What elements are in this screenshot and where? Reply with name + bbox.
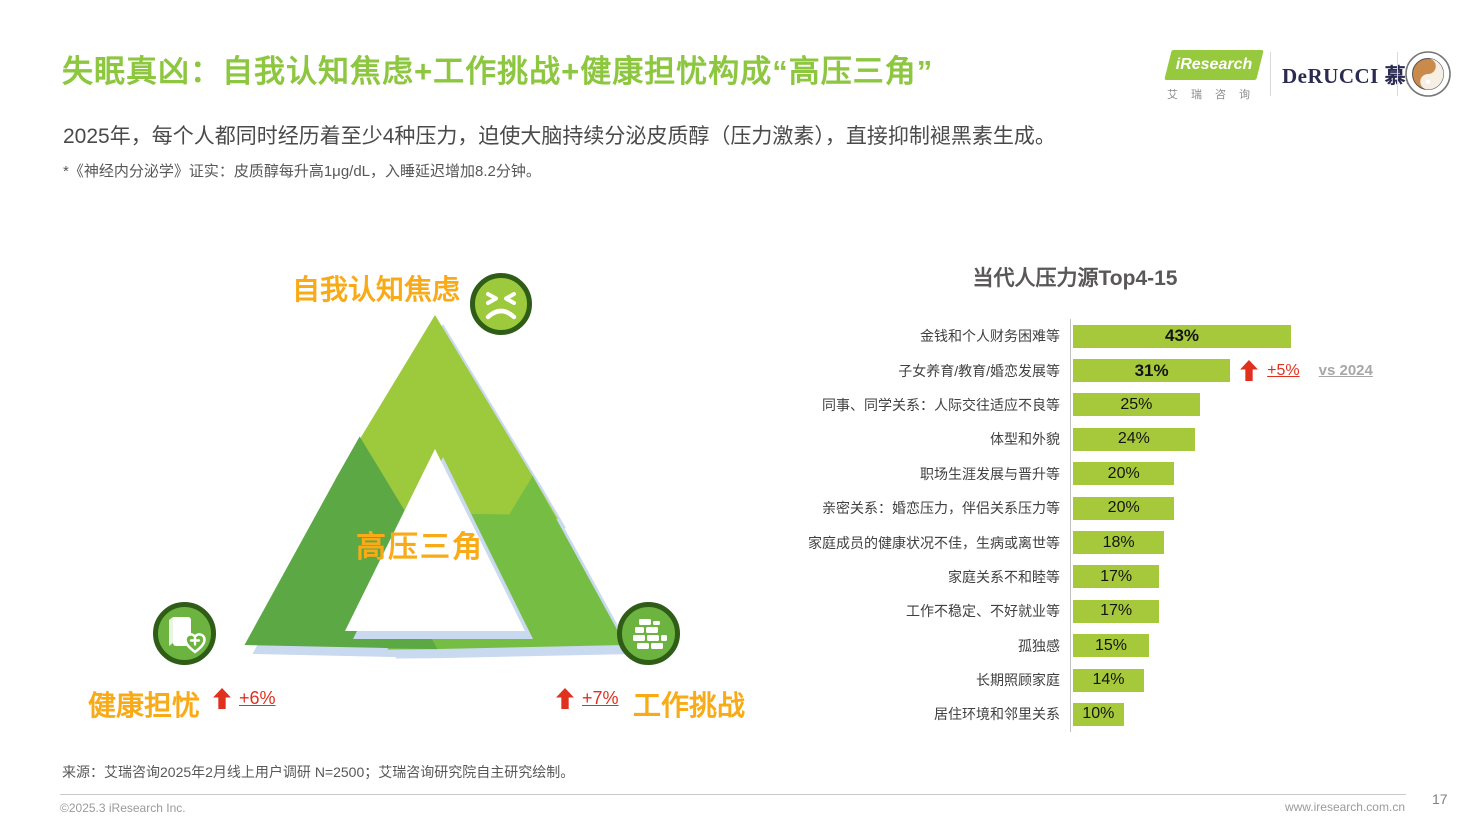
chart-row: 子女养育/教育/婚恋发展等 31% +5% vs 2024: [758, 353, 1458, 388]
health-trend: +6%: [213, 688, 276, 709]
work-trend-change: +7%: [582, 688, 619, 708]
iresearch-logo: iResearch: [1164, 50, 1264, 80]
chart-bar-value: 20%: [1107, 499, 1140, 517]
chart-bar-value: 20%: [1107, 464, 1140, 482]
chart-bar-area: 43%: [1070, 319, 1458, 354]
vertex-label-self-anxiety: 自我认知焦虑: [292, 274, 461, 305]
chart-bar: 20%: [1073, 496, 1175, 520]
high-pressure-triangle-diagram: [205, 315, 665, 662]
triangle-center-label: 高压三角: [356, 531, 484, 564]
chart-category-label: 长期照顾家庭: [976, 672, 1060, 689]
chart-category-label: 同事、同学关系：人际交往适应不良等: [822, 396, 1060, 413]
chart-bar-value: 24%: [1117, 430, 1150, 448]
footnote: *《神经内分泌学》证实：皮质醇每升高1μg/dL，入睡延迟增加8.2分钟。: [63, 163, 541, 180]
chart-category-label: 孤独感: [1018, 637, 1060, 654]
chart-bar: 15%: [1073, 634, 1150, 658]
chart-category-label: 居住环境和邻里关系: [934, 706, 1060, 723]
frown-face-icon: [470, 273, 532, 335]
chart-bar-area: 17%: [1070, 559, 1458, 595]
chart-bar: 43%: [1073, 324, 1291, 348]
chart-bar-value: 25%: [1120, 395, 1153, 413]
chart-category-label: 体型和外貌: [990, 431, 1060, 448]
chart-row: 长期照顾家庭 14%: [758, 662, 1458, 698]
chart-category-label: 子女养育/教育/婚恋发展等: [898, 362, 1060, 379]
subtitle: 2025年，每个人都同时经历着至少4种压力，迫使大脑持续分泌皮质醇（压力激素），…: [63, 125, 1056, 148]
chart-title: 当代人压力源Top4-15: [972, 267, 1178, 290]
chart-bar-area: 31% +5% vs 2024: [1070, 353, 1458, 388]
health-book-icon: [153, 602, 216, 665]
chart-bar-value: 17%: [1100, 567, 1133, 585]
chart-bar: 14%: [1073, 668, 1144, 692]
logo-divider: [1270, 52, 1271, 96]
page-number: 17: [1432, 791, 1448, 807]
footer-divider: [60, 794, 1406, 795]
vertex-label-health-worry: 健康担忧: [88, 690, 201, 721]
chart-category-label: 工作不稳定、不好就业等: [906, 603, 1060, 620]
chart-bar-value: 18%: [1102, 533, 1135, 551]
chart-bar-area: 20%: [1070, 456, 1458, 491]
chart-row: 亲密关系：婚恋压力，伴侣关系压力等 20%: [758, 490, 1458, 526]
chart-bar-value: 14%: [1092, 671, 1125, 689]
website-url: www.iresearch.com.cn: [1284, 800, 1405, 814]
chart-bar-value: 15%: [1095, 636, 1128, 654]
chart-bar-value: 17%: [1100, 602, 1133, 620]
up-arrow-icon: [213, 688, 231, 709]
work-trend: +7%: [556, 688, 619, 709]
sleep-research-society-seal-icon: [1405, 51, 1451, 97]
chart-row: 体型和外貌 24%: [758, 422, 1458, 457]
chart-bar: 25%: [1073, 393, 1200, 417]
chart-bar: 10%: [1073, 702, 1124, 726]
page-title: 失眠真凶：自我认知焦虑+工作挑战+健康担忧构成“高压三角”: [62, 54, 934, 89]
logo-divider: [1397, 52, 1398, 96]
chart-row: 孤独感 15%: [758, 628, 1458, 663]
chart-bar-value: 31%: [1134, 360, 1169, 380]
chart-row: 工作不稳定、不好就业等 17%: [758, 594, 1458, 629]
chart-bar-area: 15%: [1070, 628, 1458, 663]
chart-bar-value: 43%: [1164, 326, 1200, 346]
health-trend-change: +6%: [239, 688, 276, 708]
chart-bar-area: 10%: [1070, 697, 1458, 732]
brick-wall-icon: [617, 602, 680, 665]
chart-bar-area: 25%: [1070, 387, 1458, 423]
chart-bar: 17%: [1073, 599, 1160, 623]
chart-bar: 20%: [1073, 462, 1175, 486]
source-note: 来源：艾瑞咨询2025年2月线上用户调研 N=2500；艾瑞咨询研究院自主研究绘…: [62, 764, 575, 780]
trend-annotation: +5% vs 2024: [1240, 360, 1373, 382]
iresearch-logo-text: iResearch: [1175, 56, 1253, 73]
chart-bar: 24%: [1073, 427, 1195, 451]
chart-category-label: 金钱和个人财务困难等: [920, 328, 1060, 345]
up-arrow-icon: [1240, 360, 1259, 382]
center-triangle: [345, 449, 525, 631]
chart-bar-area: 24%: [1070, 422, 1458, 457]
chart-row: 家庭关系不和睦等 17%: [758, 559, 1458, 595]
up-arrow-icon: [556, 688, 574, 709]
chart-bar-value: 10%: [1082, 705, 1115, 723]
iresearch-logo-subtext: 艾瑞咨询: [1167, 89, 1263, 101]
copyright: ©2025.3 iResearch Inc.: [60, 801, 186, 815]
chart-category-label: 家庭成员的健康状况不佳，生病或离世等: [808, 534, 1060, 551]
chart-row: 同事、同学关系：人际交往适应不良等 25%: [758, 387, 1458, 423]
chart-row: 职场生涯发展与晋升等 20%: [758, 456, 1458, 491]
chart-category-label: 亲密关系：婚恋压力，伴侣关系压力等: [822, 500, 1060, 517]
chart-row: 金钱和个人财务困难等 43%: [758, 319, 1458, 354]
chart-bar-area: 18%: [1070, 525, 1458, 560]
trend-reference: vs 2024: [1318, 362, 1373, 380]
derucci-logo: DeRUCCI 慕思: [1282, 64, 1428, 88]
chart-row: 家庭成员的健康状况不佳，生病或离世等 18%: [758, 525, 1458, 560]
chart-bar-area: 20%: [1070, 490, 1458, 526]
chart-category-label: 家庭关系不和睦等: [948, 568, 1060, 585]
chart-bar-area: 17%: [1070, 594, 1458, 629]
chart-bar: 17%: [1073, 565, 1160, 589]
vertex-label-work-challenge: 工作挑战: [633, 690, 746, 721]
chart-bar-area: 14%: [1070, 662, 1458, 698]
chart-category-label: 职场生涯发展与晋升等: [920, 465, 1060, 482]
chart-bar: 18%: [1073, 531, 1165, 555]
stress-source-bar-chart: 金钱和个人财务困难等 43% 子女养育/教育/婚恋发展等 31% +5% vs …: [758, 319, 1458, 732]
chart-row: 居住环境和邻里关系 10%: [758, 697, 1458, 732]
chart-bar: 31%: [1073, 359, 1231, 383]
trend-change: +5%: [1267, 361, 1300, 379]
